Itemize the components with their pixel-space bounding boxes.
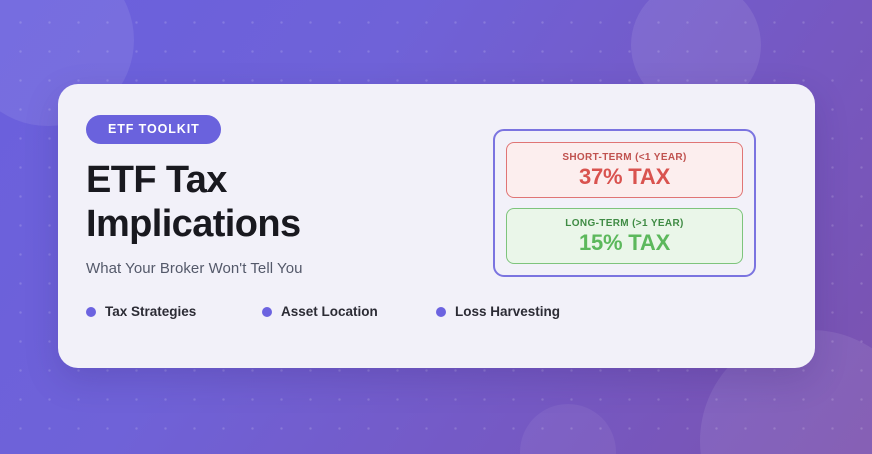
feature-list: Tax Strategies Asset Location Loss Harve… xyxy=(86,304,560,319)
bullet-dot-icon xyxy=(436,306,446,317)
feature-label: Tax Strategies xyxy=(105,304,197,319)
page-title: ETF Tax Implications xyxy=(86,158,301,245)
page-subtitle: What Your Broker Won't Tell You xyxy=(86,259,303,277)
tax-box-value: 37% TAX xyxy=(578,163,671,189)
card-left-column: ETF TOOLKIT ETF Tax Implications What Yo… xyxy=(86,115,476,277)
list-item: Asset Location xyxy=(262,304,436,319)
tax-box-short-term: SHORT-TERM (<1 YEAR) 37% TAX xyxy=(506,142,743,198)
bullet-dot-icon xyxy=(86,306,96,317)
content-card: ETF TOOLKIT ETF Tax Implications What Yo… xyxy=(58,84,815,368)
tax-box-long-term: LONG-TERM (>1 YEAR) 15% TAX xyxy=(506,208,743,264)
feature-label: Loss Harvesting xyxy=(455,304,561,319)
list-item: Loss Harvesting xyxy=(436,304,560,319)
decorative-circle-bottom-middle xyxy=(520,404,616,454)
tax-box-value: 15% TAX xyxy=(578,229,671,255)
badge-etf-toolkit: ETF TOOLKIT xyxy=(86,115,221,144)
tax-rate-panel: SHORT-TERM (<1 YEAR) 37% TAX LONG-TERM (… xyxy=(493,129,756,277)
bullet-dot-icon xyxy=(262,306,272,317)
tax-box-label: SHORT-TERM (<1 YEAR) xyxy=(562,151,687,163)
feature-label: Asset Location xyxy=(281,304,378,319)
tax-box-label: LONG-TERM (>1 YEAR) xyxy=(565,217,684,229)
list-item: Tax Strategies xyxy=(86,304,262,319)
